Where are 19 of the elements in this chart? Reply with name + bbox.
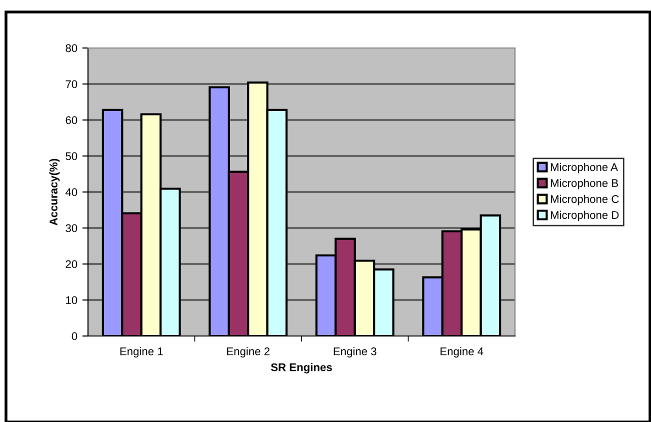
y-tick-label: 30 (66, 224, 78, 232)
legend-label: Microphone D (550, 210, 619, 222)
y-axis-title: Accuracy(%) (49, 158, 60, 226)
x-tick-label: Engine 4 (440, 347, 484, 358)
y-tick-label: 0 (72, 332, 78, 340)
legend-label: Microphone A (550, 162, 618, 174)
y-tick-label: 40 (65, 188, 78, 196)
x-tick-label: Engine 2 (227, 347, 270, 358)
y-tick-label: 60 (66, 116, 78, 124)
x-tick-label: Engine 3 (334, 347, 376, 358)
y-tick-label: 20 (66, 260, 78, 268)
y-tick-label: 80 (66, 44, 78, 52)
x-axis-title: SR Engines (270, 363, 332, 374)
y-tick-label: 50 (66, 152, 78, 160)
legend-label: Microphone C (550, 194, 619, 206)
x-tick-label: Engine 1 (120, 347, 163, 358)
y-tick-label: 10 (66, 296, 78, 304)
y-tick-label: 70 (66, 80, 78, 88)
legend-label: Microphone B (550, 178, 618, 190)
